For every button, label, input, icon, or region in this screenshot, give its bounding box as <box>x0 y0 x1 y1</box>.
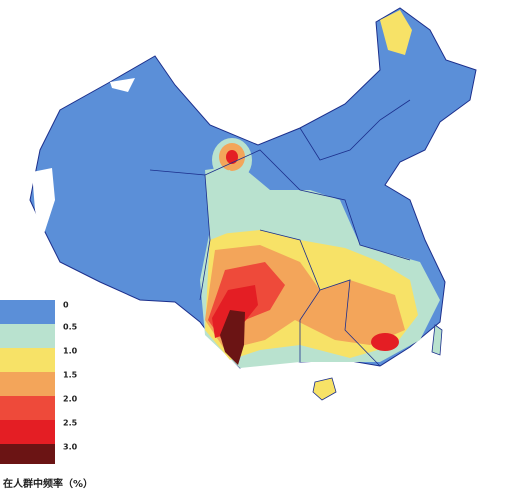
legend: 0 0.5 1.0 1.5 2.0 2.5 3.0 <box>0 300 78 464</box>
region-northeast-mid <box>380 10 412 55</box>
legend-swatch <box>0 300 55 324</box>
island-hainan <box>312 377 337 401</box>
china-map <box>29 7 477 401</box>
legend-label: 1.5 <box>63 371 78 380</box>
legend-label: 0 <box>63 301 69 310</box>
region-north-hot <box>226 150 238 164</box>
legend-label: 0.5 <box>63 323 78 332</box>
legend-swatch <box>0 420 55 444</box>
legend-label: 1.0 <box>63 347 78 356</box>
white-area <box>32 168 55 240</box>
region-west-low <box>205 170 240 240</box>
legend-swatch <box>0 396 55 420</box>
island-taiwan <box>431 324 443 356</box>
region-east-hot <box>371 333 399 351</box>
legend-swatch <box>0 372 55 396</box>
legend-label: 2.0 <box>63 395 78 404</box>
province-border <box>299 99 411 161</box>
region-max <box>220 310 245 365</box>
province-border <box>149 169 211 301</box>
province-border <box>204 149 411 261</box>
white-area <box>110 78 135 92</box>
legend-swatch <box>0 348 55 372</box>
province-border <box>319 279 381 367</box>
legend-title: 在人群中频率（%） <box>3 477 93 490</box>
legend-label: 3.0 <box>63 443 78 452</box>
legend-swatch <box>0 324 55 348</box>
legend-swatch <box>0 444 55 464</box>
legend-label: 2.5 <box>63 419 78 428</box>
